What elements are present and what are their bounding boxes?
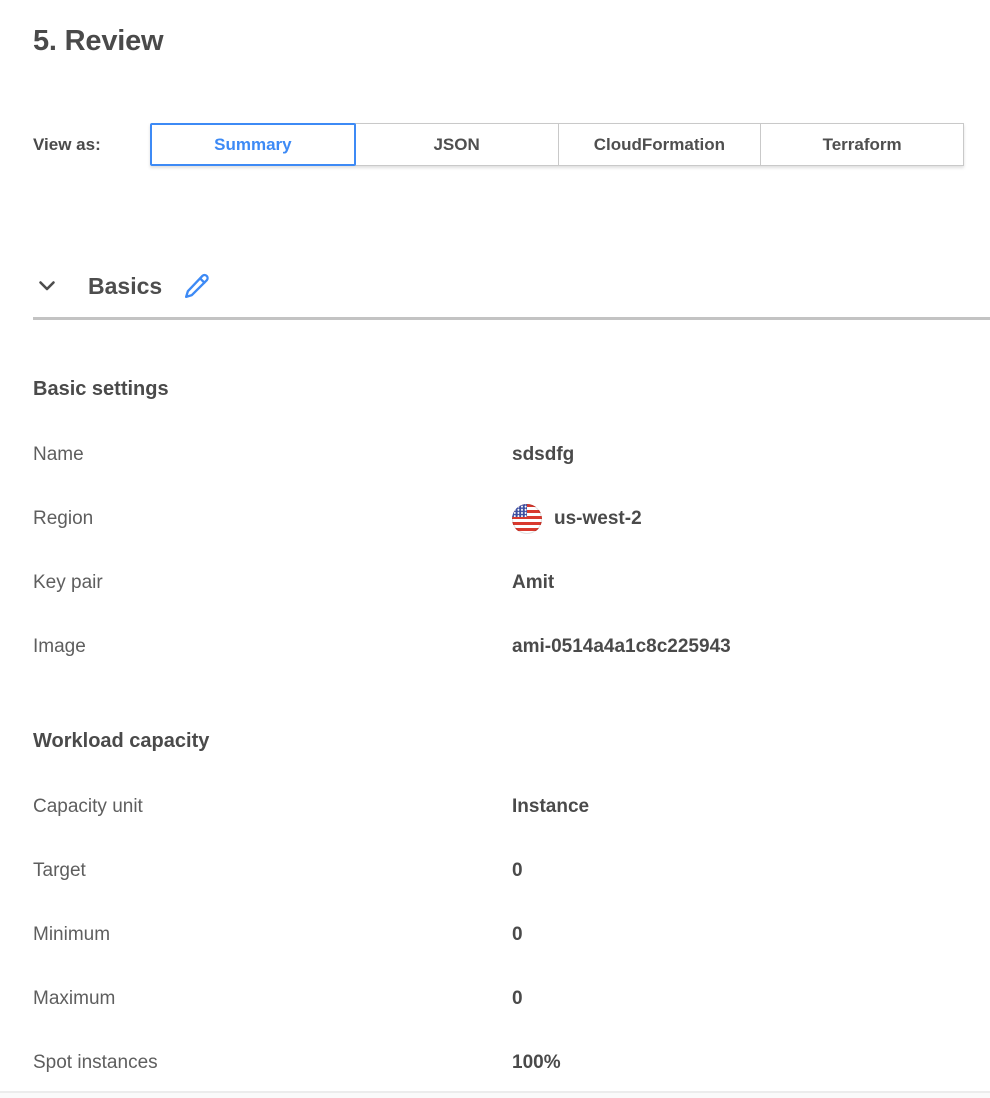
row-value: us-west-2 [512, 504, 642, 534]
tab-cloudformation[interactable]: CloudFormation [557, 123, 762, 166]
row-label: Key pair [33, 572, 103, 593]
view-as-label: View as: [33, 135, 101, 154]
row-key-pair: Key pair Amit [33, 551, 990, 615]
row-value: 0 [512, 988, 523, 1009]
page-title: 5. Review [33, 25, 164, 57]
edit-basics-button[interactable] [183, 272, 211, 300]
row-label: Maximum [33, 988, 116, 1009]
row-label: Image [33, 636, 86, 657]
basic-settings-rows: Name sdsdfg Region us-west-2 Key pair Am… [33, 423, 990, 679]
row-name: Name sdsdfg [33, 423, 990, 487]
next-section-background [0, 1093, 990, 1098]
chevron-down-icon [35, 274, 59, 298]
row-value: ami-0514a4a1c8c225943 [512, 636, 731, 657]
row-capacity-unit: Capacity unit Instance [33, 775, 990, 839]
group-heading-basic-settings: Basic settings [33, 378, 169, 400]
pencil-icon [183, 272, 211, 300]
row-spot-instances: Spot instances 100% [33, 1031, 990, 1095]
row-value: 0 [512, 860, 523, 881]
row-minimum: Minimum 0 [33, 903, 990, 967]
workload-capacity-rows: Capacity unit Instance Target 0 Minimum … [33, 775, 990, 1095]
collapse-toggle-button[interactable] [33, 272, 61, 300]
row-label: Capacity unit [33, 796, 143, 817]
row-label: Region [33, 508, 94, 529]
region-value: us-west-2 [554, 508, 642, 529]
row-value: Instance [512, 796, 590, 817]
tab-summary[interactable]: Summary [150, 123, 356, 166]
us-flag-icon [512, 504, 542, 534]
row-maximum: Maximum 0 [33, 967, 990, 1031]
row-label: Spot instances [33, 1052, 158, 1073]
row-label: Target [33, 860, 86, 881]
row-target: Target 0 [33, 839, 990, 903]
section-title-basics: Basics [88, 272, 163, 299]
row-value: Amit [512, 572, 555, 593]
tab-json[interactable]: JSON [354, 123, 559, 166]
row-region: Region us-west-2 [33, 487, 990, 551]
row-label: Name [33, 444, 84, 465]
row-value: 0 [512, 924, 523, 945]
basics-divider [33, 317, 990, 320]
row-value: 100% [512, 1052, 561, 1073]
row-image: Image ami-0514a4a1c8c225943 [33, 615, 990, 679]
next-section-divider [0, 1091, 990, 1093]
group-heading-workload-capacity: Workload capacity [33, 730, 210, 752]
view-as-tab-group: Summary JSON CloudFormation Terraform [150, 123, 964, 166]
row-value: sdsdfg [512, 444, 575, 465]
tab-terraform[interactable]: Terraform [760, 123, 964, 166]
basics-section-header: Basics [33, 266, 211, 306]
row-label: Minimum [33, 924, 111, 945]
